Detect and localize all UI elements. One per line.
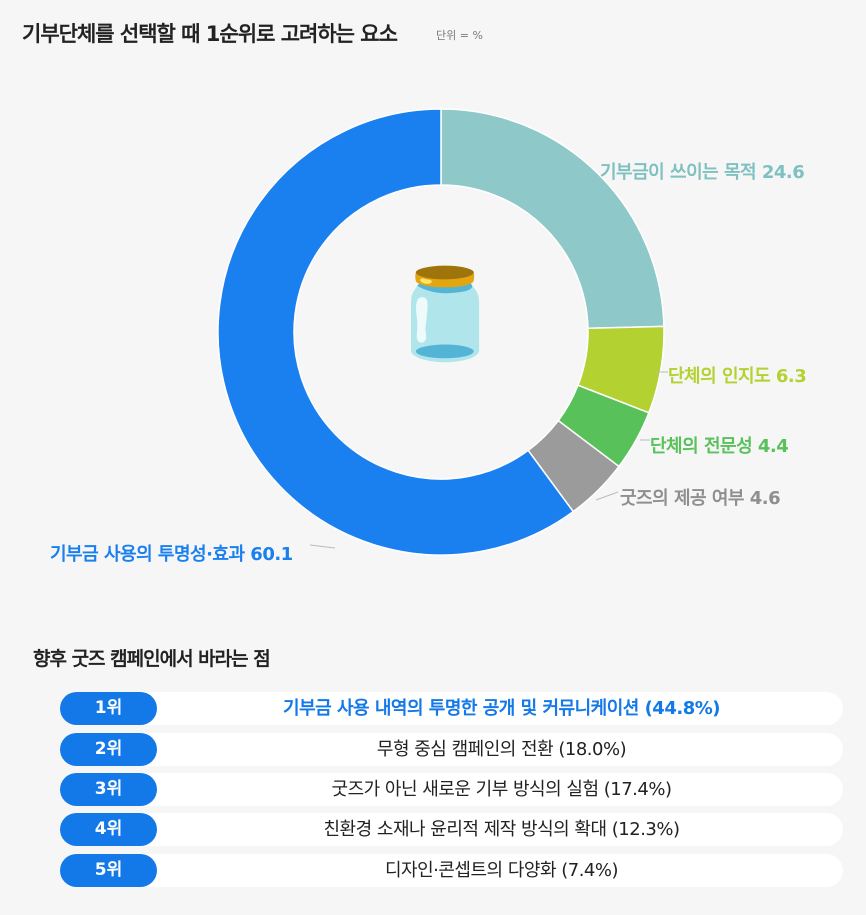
ranking-text: 디자인·콘셉트의 다양화 (7.4%) (384, 860, 619, 881)
ranking-row: 4위 친환경 소재나 윤리적 제작 방식의 확대 (12.3%) (60, 813, 843, 846)
ranking-text: 친환경 소재나 윤리적 제작 방식의 확대 (12.3%) (323, 819, 680, 840)
jar-with-hands-icon: 🫙 (390, 262, 500, 365)
rank-badge: 5위 (60, 854, 157, 887)
ranking-row: 1위 기부금 사용 내역의 투명한 공개 및 커뮤니케이션 (44.8%) (60, 692, 843, 725)
chart-title: 기부단체를 선택할 때 1순위로 고려하는 요소 (22, 22, 398, 46)
ranking-title: 향후 굿즈 캠페인에서 바라는 점 (33, 648, 271, 670)
slice-label-awareness: 단체의 인지도 6.3 (668, 366, 807, 387)
donut-slice (440, 108, 665, 330)
rank-badge: 1위 (60, 692, 157, 725)
rank-badge: 2위 (60, 733, 157, 766)
ranking-text: 굿즈가 아닌 새로운 기부 방식의 실험 (17.4%) (331, 779, 672, 800)
ranking-row: 2위 무형 중심 캠페인의 전환 (18.0%) (60, 733, 843, 766)
unit-note: 단위 = % (436, 29, 483, 42)
rank-badge: 4위 (60, 813, 157, 846)
ranking-row: 3위 굿즈가 아닌 새로운 기부 방식의 실험 (17.4%) (60, 773, 843, 806)
donut-chart (217, 108, 668, 556)
ranking-row: 5위 디자인·콘셉트의 다양화 (7.4%) (60, 854, 843, 887)
leader-line (309, 544, 336, 549)
slice-label-expertise: 단체의 전문성 4.4 (650, 436, 789, 457)
ranking-text: 기부금 사용 내역의 투명한 공개 및 커뮤니케이션 (44.8%) (283, 698, 720, 719)
leader-line (595, 491, 619, 501)
donut-slice (217, 108, 575, 556)
slice-label-goods: 굿즈의 제공 여부 4.6 (620, 488, 781, 509)
slice-label-purpose: 기부금이 쓰이는 목적 24.6 (600, 162, 805, 183)
rank-badge: 3위 (60, 773, 157, 806)
slice-label-transparency: 기부금 사용의 투명성·효과 60.1 (50, 544, 293, 565)
ranking-text: 무형 중심 캠페인의 전환 (18.0%) (376, 739, 627, 760)
